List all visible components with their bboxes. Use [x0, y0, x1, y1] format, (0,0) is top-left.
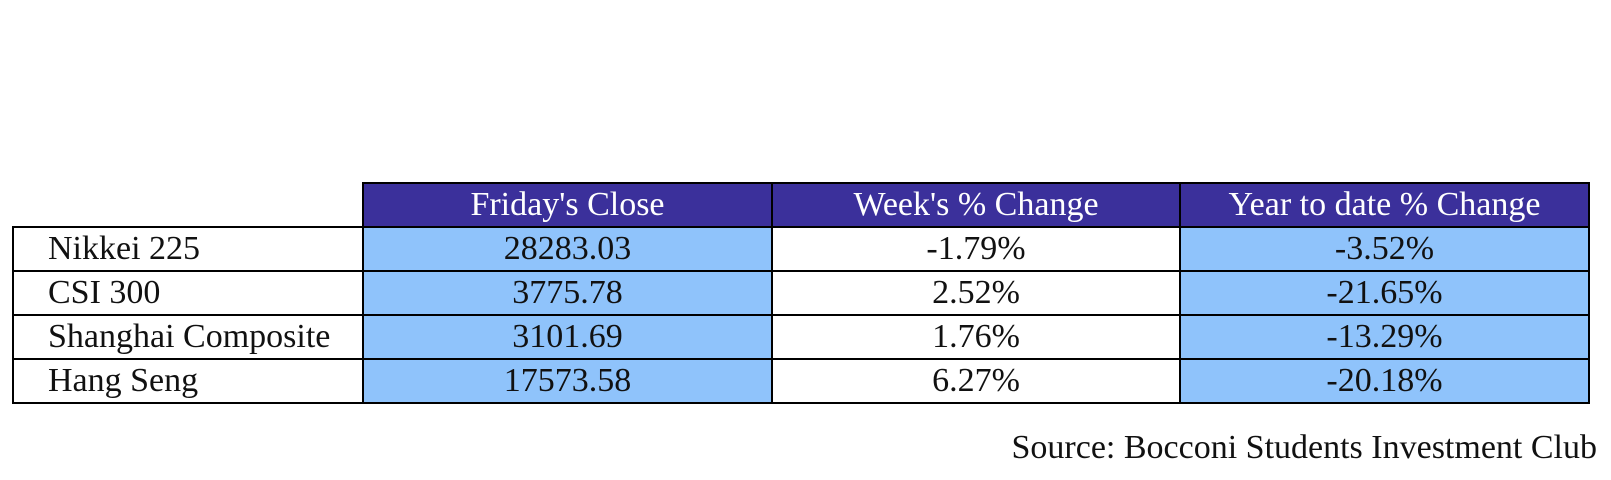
source-caption: Source: Bocconi Students Investment Club — [1011, 429, 1598, 466]
row-label: Nikkei 225 — [12, 226, 364, 272]
table-cell: 17573.58 — [362, 358, 773, 404]
market-table-wrapper: Friday's Close Week's % Change Year to d… — [12, 182, 1590, 404]
table-cell: 6.27% — [771, 358, 1181, 404]
table-cell: 3775.78 — [362, 270, 773, 316]
table-cell: -21.65% — [1179, 270, 1590, 316]
table-corner-cell — [13, 183, 364, 228]
table-row: CSI 300 3775.78 2.52% -21.65% — [12, 270, 1590, 316]
column-header: Week's % Change — [771, 182, 1181, 228]
table-cell: 3101.69 — [362, 314, 773, 360]
table-cell: -1.79% — [771, 226, 1181, 272]
table-cell: -3.52% — [1179, 226, 1590, 272]
row-label: CSI 300 — [12, 270, 364, 316]
table-row: Shanghai Composite 3101.69 1.76% -13.29% — [12, 314, 1590, 360]
table-row: Nikkei 225 28283.03 -1.79% -3.52% — [12, 226, 1590, 272]
market-table: Friday's Close Week's % Change Year to d… — [12, 182, 1590, 404]
table-cell: 2.52% — [771, 270, 1181, 316]
table-cell: -20.18% — [1179, 358, 1590, 404]
row-label: Hang Seng — [12, 358, 364, 404]
column-header: Year to date % Change — [1179, 182, 1590, 228]
table-cell: 1.76% — [771, 314, 1181, 360]
row-label: Shanghai Composite — [12, 314, 364, 360]
table-cell: -13.29% — [1179, 314, 1590, 360]
column-header: Friday's Close — [362, 182, 773, 228]
table-row: Hang Seng 17573.58 6.27% -20.18% — [12, 358, 1590, 404]
table-cell: 28283.03 — [362, 226, 773, 272]
table-header-row: Friday's Close Week's % Change Year to d… — [13, 182, 1590, 228]
